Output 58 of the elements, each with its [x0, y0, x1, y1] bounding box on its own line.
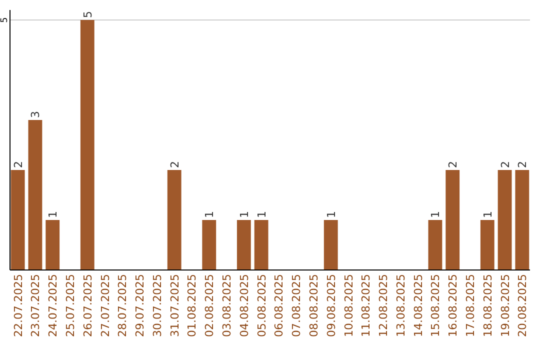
bar: [428, 220, 442, 270]
x-tick-label: 13.08.2025: [394, 274, 408, 337]
x-tick-label: 18.08.2025: [481, 274, 494, 337]
data-label: 2: [446, 161, 460, 168]
bar: [498, 170, 512, 270]
bar: [446, 170, 460, 270]
data-label: 3: [29, 111, 42, 118]
data-label: 1: [46, 211, 60, 218]
bar: [28, 120, 42, 270]
x-tick-label: 19.08.2025: [498, 274, 512, 337]
x-tick-label: 24.07.2025: [46, 274, 60, 337]
x-tick-label: 30.07.2025: [150, 274, 164, 337]
x-tick-label: 06.08.2025: [272, 274, 286, 337]
x-tick-label: 20.08.2025: [516, 274, 530, 337]
data-label: 2: [498, 161, 512, 168]
data-label: 1: [481, 211, 494, 218]
data-label: 2: [12, 161, 25, 168]
x-tick-label: 29.07.2025: [134, 274, 147, 337]
x-tick-label: 17.08.2025: [464, 274, 477, 337]
bar: [324, 220, 338, 270]
x-tick-label: 26.07.2025: [81, 274, 94, 337]
x-tick-label: 23.07.2025: [29, 274, 42, 337]
bar: [202, 220, 216, 270]
x-tick-label: 05.08.2025: [255, 274, 268, 337]
x-tick-label: 11.08.2025: [360, 274, 373, 337]
x-tick-label: 08.08.2025: [307, 274, 320, 337]
x-tick-label: 09.08.2025: [324, 274, 338, 337]
x-tick-label: 07.08.2025: [290, 274, 304, 337]
x-tick-label: 01.08.2025: [186, 274, 199, 337]
data-label: 1: [255, 211, 268, 218]
bar: [10, 170, 25, 270]
x-tick-label: 27.07.2025: [98, 274, 112, 337]
data-label: 1: [429, 211, 442, 218]
data-label: 1: [324, 211, 338, 218]
x-tick-label: 15.08.2025: [429, 274, 442, 337]
data-label: 2: [516, 161, 530, 168]
bar: [236, 220, 251, 270]
x-tick-label: 10.08.2025: [342, 274, 356, 337]
bar: [254, 220, 268, 270]
x-tick-label: 04.08.2025: [238, 274, 251, 337]
x-tick-label: 14.08.2025: [412, 274, 425, 337]
x-tick-label: 12.08.2025: [377, 274, 390, 337]
x-tick-label: 28.07.2025: [116, 274, 130, 337]
x-tick-label: 31.07.2025: [168, 274, 182, 337]
x-tick-label: 03.08.2025: [220, 274, 234, 337]
bar: [167, 170, 182, 270]
data-label: 1: [203, 211, 216, 218]
bar: [515, 170, 530, 270]
bar: [46, 220, 60, 270]
data-label: 1: [238, 211, 251, 218]
data-label: 2: [168, 161, 182, 168]
data-label: 5: [81, 11, 94, 18]
x-tick-label: 02.08.2025: [203, 274, 216, 337]
x-tick-label: 22.07.2025: [12, 274, 25, 337]
bar: [80, 20, 94, 270]
x-tick-label: 16.08.2025: [446, 274, 460, 337]
bar: [480, 220, 494, 270]
x-tick-label: 25.07.2025: [64, 274, 77, 337]
